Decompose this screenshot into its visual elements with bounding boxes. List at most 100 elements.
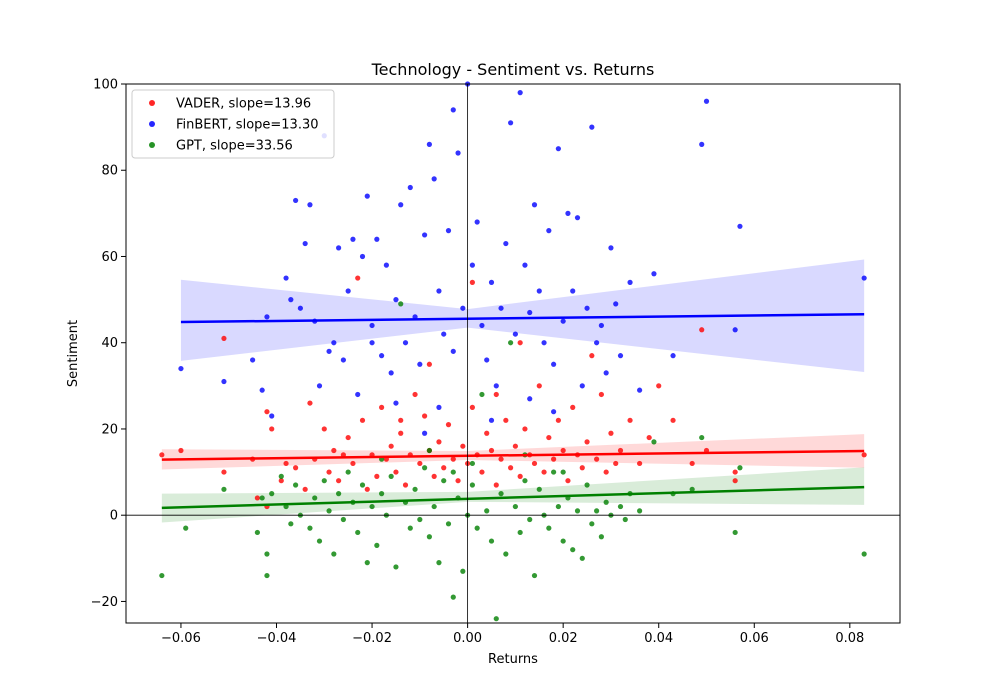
vader-point (608, 430, 614, 436)
regression-lines (161, 313, 865, 510)
vader-point (670, 417, 676, 423)
finbert-point (488, 279, 495, 285)
finbert-point (450, 107, 456, 113)
gpt-point (517, 529, 523, 536)
vader-point (426, 361, 432, 367)
gpt-point (426, 447, 432, 454)
gpt-point (312, 495, 318, 501)
vader-point (307, 400, 313, 406)
vader-point (589, 353, 595, 359)
gpt-point (259, 495, 265, 501)
vader-point (321, 426, 327, 432)
gpt-point (651, 439, 657, 445)
finbert-point (221, 378, 227, 385)
gpt-point (336, 491, 342, 497)
vader-point (555, 417, 561, 423)
vader-point (254, 495, 260, 501)
finbert-point (574, 215, 581, 221)
finbert-point (732, 327, 738, 333)
finbert-point (737, 223, 743, 229)
vader-point (178, 447, 184, 454)
gpt-point (861, 551, 867, 557)
finbert-point (603, 370, 609, 376)
vader-point (388, 443, 394, 449)
vader-point (455, 478, 461, 484)
finbert-point (431, 176, 437, 182)
finbert-point (469, 262, 475, 268)
finbert-point (484, 357, 490, 363)
vader-point (598, 391, 604, 398)
x-tick-label: −0.06 (161, 631, 201, 646)
finbert-point (508, 120, 514, 126)
finbert-point (527, 309, 533, 316)
finbert-point (269, 413, 275, 419)
finbert-point (393, 400, 399, 406)
vader-point (646, 434, 652, 441)
gpt-point (431, 503, 437, 510)
gpt-point (737, 465, 743, 471)
gpt-point (689, 486, 695, 492)
finbert-point (422, 232, 428, 238)
vader-point (546, 434, 552, 441)
vader-point (393, 469, 399, 475)
finbert-point (617, 353, 624, 359)
vader-point (398, 417, 404, 423)
vader-point (269, 426, 275, 432)
finbert-point (379, 353, 385, 359)
vader-point (355, 275, 361, 281)
gpt-point (570, 547, 576, 553)
finbert-legend-marker (149, 121, 155, 127)
gpt-point (369, 503, 375, 510)
gpt-point (560, 469, 566, 475)
finbert-point (651, 271, 657, 277)
y-tick-label: 100 (93, 78, 118, 93)
vader-point (293, 465, 299, 471)
gpt-point (316, 538, 323, 544)
vader-point (517, 340, 523, 346)
y-axis-label: Sentiment (66, 320, 81, 387)
vader-point (345, 434, 351, 441)
finbert-point (584, 305, 590, 311)
vader-point (488, 447, 495, 454)
finbert-point (498, 305, 504, 311)
finbert-point (536, 288, 542, 294)
vader-point (379, 404, 385, 410)
gpt-point (388, 473, 394, 479)
vader-points (159, 275, 867, 510)
vader-point (221, 335, 227, 342)
finbert-point (350, 236, 356, 242)
x-tick-label: −0.02 (352, 631, 392, 646)
vader-point (565, 478, 571, 484)
finbert-point (460, 305, 466, 311)
vader-point (508, 465, 514, 471)
gpt-point (579, 555, 585, 561)
vader-point (469, 404, 475, 410)
finbert-point (527, 396, 533, 402)
finbert-confidence-band (180, 259, 865, 373)
finbert-point (436, 404, 442, 410)
gpt-point (331, 551, 337, 557)
vader-point (493, 482, 499, 488)
vader-regression-line (161, 449, 865, 461)
x-tick-label: −0.04 (257, 631, 297, 646)
finbert-point (426, 141, 432, 147)
legend: VADER, slope=13.96 FinBERT, slope=13.30 GP… (131, 89, 335, 159)
y-tick-label: 80 (101, 164, 118, 179)
vader-point (331, 447, 337, 454)
finbert-point (503, 240, 509, 247)
finbert-point (551, 409, 557, 415)
finbert-point (493, 383, 499, 389)
vader-point (570, 404, 576, 410)
gpt-point (603, 499, 609, 505)
gpt-legend-label: GPT, slope=33.56 (176, 139, 293, 154)
vader-point (460, 443, 466, 449)
vader-point (364, 486, 370, 492)
gpt-point (278, 473, 284, 479)
y-axis-ticks: −20 0 20 40 60 80 100 (91, 78, 126, 610)
finbert-point (594, 340, 600, 346)
legend-box (131, 89, 335, 159)
finbert-point (565, 210, 571, 216)
finbert-point (637, 387, 643, 393)
gpt-point (498, 491, 504, 497)
vader-point (617, 447, 624, 454)
